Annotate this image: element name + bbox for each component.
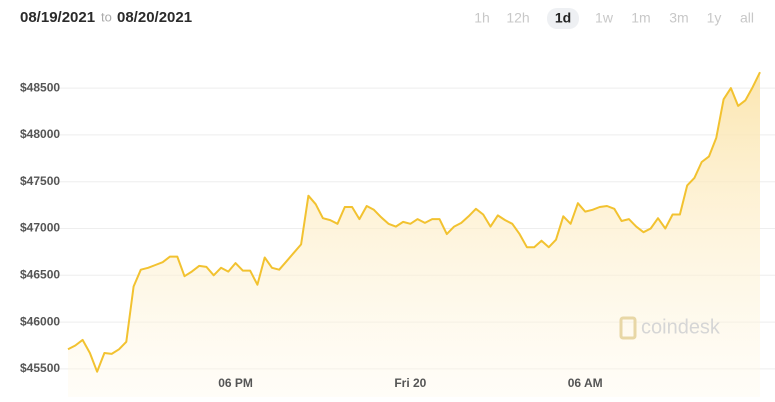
range-button[interactable]: 1m: [631, 10, 650, 26]
y-tick-label: $48500: [20, 80, 60, 94]
range-button[interactable]: 3m: [669, 10, 688, 26]
range-button[interactable]: 12h: [506, 10, 529, 26]
y-tick-label: $45500: [20, 361, 60, 375]
y-tick-label: $46000: [20, 314, 60, 328]
y-tick-label: $48000: [20, 127, 60, 141]
area: [68, 72, 760, 397]
end-date: 08/20/2021: [117, 9, 192, 26]
line: [67, 71, 761, 373]
y-tick-label: $47000: [20, 221, 60, 235]
range-button[interactable]: 1w: [595, 10, 614, 26]
range-button[interactable]: 1h: [474, 10, 490, 26]
y-tick-label: $47500: [20, 174, 60, 188]
range-button[interactable]: 1y: [707, 10, 722, 26]
x-tick-label: Fri 20: [394, 376, 426, 390]
range-button[interactable]: all: [740, 10, 754, 26]
logo-icon: [619, 316, 637, 340]
range-button[interactable]: 1d: [555, 10, 571, 26]
x-tick-label: 06 AM: [568, 376, 603, 390]
x-tick-label: 06 PM: [218, 376, 253, 390]
range-selected-bg: [547, 8, 579, 29]
watermark: coindesk: [641, 316, 721, 338]
y-tick-label: $46500: [20, 267, 60, 281]
start-date: 08/19/2021: [20, 9, 95, 26]
date-separator: to: [101, 9, 112, 24]
